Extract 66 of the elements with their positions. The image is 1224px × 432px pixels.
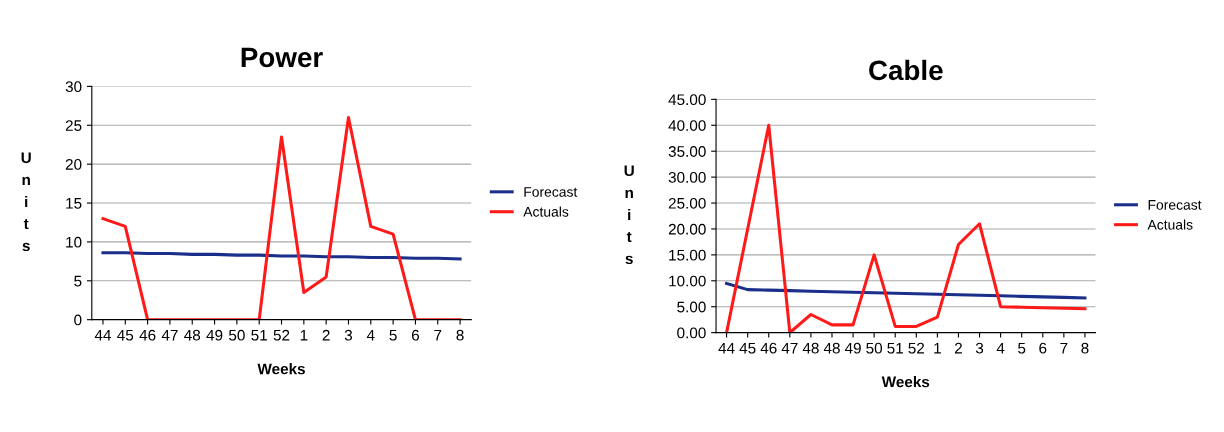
y-axis-title: U n i t s [21,152,31,252]
line-series [101,115,462,320]
y-tick-label: 30.00 [668,171,706,183]
x-axis-title: Weeks [257,363,305,375]
x-tick-label: 50 [866,342,883,354]
legend-label: Forecast [524,187,578,197]
x-tick-label: 51 [887,342,903,354]
x-tick-label: 8 [1081,342,1089,354]
y-tick-label: 25 [65,120,82,131]
x-tick-label: 6 [1039,342,1047,354]
x-tick-label: 5 [389,329,397,341]
x-tick-label: 7 [434,329,442,341]
x-tick-label: 45 [739,342,756,354]
y-tick-label: 0 [74,314,82,326]
y-tick-label: 15.00 [669,249,706,261]
x-tick-label: 44 [94,329,112,341]
legend-label: Forecast [1148,200,1202,210]
x-tick-label: 3 [975,342,984,354]
x-tick-label: 48 [823,342,840,354]
line-series [725,281,1087,300]
x-tick-label: 1 [934,342,941,354]
legend-label: Actuals [523,206,569,217]
x-tick-label: 46 [760,342,777,354]
y-tick-label: 25.00 [668,197,706,209]
x-tick-label: 45 [117,329,134,341]
chart-title: Cable [869,59,943,81]
x-tick-label: 47 [161,329,178,341]
x-tick-label: 49 [206,329,223,341]
legend-label: Actuals [1147,219,1193,230]
y-tick-label: 40.00 [668,120,706,131]
y-tick-label: 20 [65,159,82,170]
y-tick-label: 10.00 [669,275,706,287]
x-tick-label: 4 [366,329,375,341]
y-tick-label: 5.00 [677,301,706,313]
x-tick-label: 50 [229,329,245,341]
x-tick-label: 48 [802,342,819,354]
y-axis-title: U n i t s [624,165,634,265]
y-tick-label: 10 [66,236,82,248]
y-tick-label: 30 [65,81,82,93]
y-tick-label: 45.00 [668,94,706,106]
x-tick-label: 3 [344,329,353,341]
y-tick-label: 35.00 [668,146,706,157]
x-tick-label: 49 [844,342,861,354]
x-tick-label: 52 [908,342,925,354]
x-tick-label: 5 [1018,342,1026,354]
y-tick-label: 15 [66,198,82,209]
x-tick-label: 48 [184,329,201,341]
chart-title: Power [241,47,323,68]
x-tick-label: 46 [139,329,156,341]
line-series [101,251,462,261]
x-tick-label: 2 [322,329,330,341]
x-tick-label: 44 [718,342,735,354]
x-axis-title: Weeks [881,376,930,388]
x-tick-label: 4 [996,342,1005,354]
y-tick-label: 0.00 [677,327,706,339]
x-tick-label: 2 [954,342,962,354]
x-tick-label: 6 [411,329,420,341]
y-tick-label: 20.00 [668,223,706,235]
x-tick-label: 1 [300,329,308,341]
x-tick-label: 7 [1060,342,1068,354]
x-tick-label: 8 [456,329,464,341]
x-tick-label: 51 [251,329,267,341]
x-tick-label: 52 [273,329,290,341]
y-tick-label: 5 [74,275,82,287]
x-tick-label: 47 [781,342,798,354]
line-series [725,123,1087,333]
